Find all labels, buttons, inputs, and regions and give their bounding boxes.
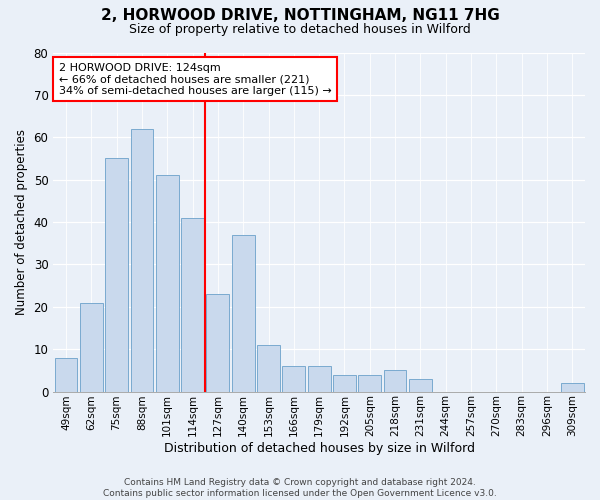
Y-axis label: Number of detached properties: Number of detached properties (15, 129, 28, 315)
Bar (105, 158, 128, 392)
Bar (283, 366, 305, 392)
Bar (181, 218, 204, 392)
Text: Size of property relative to detached houses in Wilford: Size of property relative to detached ho… (129, 22, 471, 36)
Bar (308, 366, 331, 392)
Bar (358, 374, 381, 392)
Bar (384, 370, 406, 392)
Text: 2, HORWOOD DRIVE, NOTTINGHAM, NG11 7HG: 2, HORWOOD DRIVE, NOTTINGHAM, NG11 7HG (101, 8, 499, 22)
Bar (257, 345, 280, 392)
Text: Contains HM Land Registry data © Crown copyright and database right 2024.
Contai: Contains HM Land Registry data © Crown c… (103, 478, 497, 498)
Bar (333, 374, 356, 392)
Text: 2 HORWOOD DRIVE: 124sqm
← 66% of detached houses are smaller (221)
34% of semi-d: 2 HORWOOD DRIVE: 124sqm ← 66% of detache… (59, 62, 331, 96)
Bar (232, 234, 254, 392)
Bar (409, 379, 432, 392)
Bar (55, 358, 77, 392)
Bar (80, 302, 103, 392)
Bar (206, 294, 229, 392)
Bar (131, 129, 154, 392)
X-axis label: Distribution of detached houses by size in Wilford: Distribution of detached houses by size … (164, 442, 475, 455)
Bar (156, 176, 179, 392)
Bar (561, 383, 584, 392)
